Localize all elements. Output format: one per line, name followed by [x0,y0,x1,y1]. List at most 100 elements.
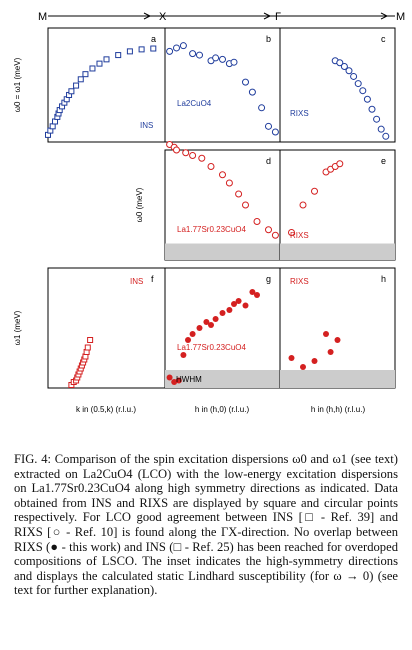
data-point [138,46,145,53]
x-axis-label: k in (0.5,k) (r.l.u.) [76,405,136,414]
data-point [311,187,318,195]
direction-arrow [380,12,389,20]
data-point [189,152,197,159]
data-point [189,50,197,58]
data-point [336,160,344,168]
data-point [115,52,122,59]
series-label: RIXS [290,277,309,286]
data-point [77,76,84,83]
data-point [203,319,210,325]
data-point [253,218,261,225]
data-point [179,42,187,50]
data-point [363,95,371,103]
data-point [254,292,260,298]
y-axis-label: ω0 (meV) [135,187,144,222]
series-label: RIXS [290,231,309,240]
direction-label: Γ [275,11,281,23]
data-point [87,337,94,343]
data-point [96,60,103,67]
panel-frame [47,267,166,389]
data-point [73,82,80,89]
data-point [336,59,344,67]
data-point [258,104,266,112]
hwhm-label: HWHM [176,375,202,384]
panel-frame [279,27,396,143]
data-point [219,310,226,316]
data-point [150,45,157,52]
data-point [288,229,295,236]
panel-letter: d [266,156,271,166]
data-point [175,377,182,384]
figure-caption: FIG. 4: Comparison of the spin excitatio… [14,452,398,598]
sample-label: La1.77Sr0.23CuO4 [177,225,246,234]
data-point [299,201,307,209]
panel-letter: b [266,34,271,44]
data-point [334,337,341,343]
data-point [248,88,256,96]
data-point [208,322,214,328]
data-point [242,201,249,209]
data-point [198,154,206,162]
data-point [226,307,233,313]
data-point [235,190,243,198]
data-point [288,355,295,361]
y-axis-label: ω0 = ω1 (meV) [13,57,22,112]
hwhm-band [165,243,280,260]
hwhm-band [280,370,395,388]
data-point [300,364,306,370]
data-point [219,55,226,63]
direction-label: M [396,11,405,23]
data-point [235,298,242,304]
data-point [212,316,219,322]
data-point [196,325,203,331]
data-point [171,379,178,385]
data-point [323,331,329,337]
data-point [212,54,220,62]
data-point [359,87,367,95]
data-point [382,132,390,140]
direction-label: M [38,11,47,23]
data-point [242,302,249,309]
hwhm-band [280,243,395,260]
data-point [249,289,256,295]
data-point [103,56,110,63]
data-point [350,72,358,80]
direction-label: X [159,11,167,23]
data-point [173,146,180,154]
data-point [311,358,318,364]
direction-arrow [143,12,152,20]
series-label: INS [140,121,153,130]
direction-arrow [263,12,272,20]
x-axis-label: h in (h,h) (r.l.u.) [311,405,366,414]
figure: M X Γ Ma b La2CuO4 c RIXS d La1.77Sr0.23CuO4 e RIXS… [13,11,405,414]
data-point [225,179,233,187]
y-axis-label: ω1 (meV) [13,310,22,345]
panel-letter: g [266,274,271,284]
data-point [182,149,190,157]
data-point [180,352,187,358]
data-point [271,231,279,239]
panel-letter: h [381,274,386,284]
data-point [185,337,191,343]
panel-letter: c [381,34,386,44]
data-point [230,58,238,66]
hwhm-band [165,370,280,388]
data-point [89,65,96,72]
data-point [84,344,91,351]
data-point [340,62,348,70]
data-point [354,80,362,88]
series-label: INS [130,277,143,286]
data-point [189,331,196,337]
data-point [207,163,215,170]
data-point [82,71,89,78]
data-point [242,78,249,86]
data-point [173,44,180,52]
series-label: RIXS [290,109,309,118]
sample-label: La1.77Sr0.23CuO4 [177,343,246,352]
data-point [265,226,272,234]
data-point [373,115,381,123]
data-point [327,349,334,355]
data-point [166,374,173,381]
data-point [49,123,56,130]
panel-letter: e [381,156,386,166]
